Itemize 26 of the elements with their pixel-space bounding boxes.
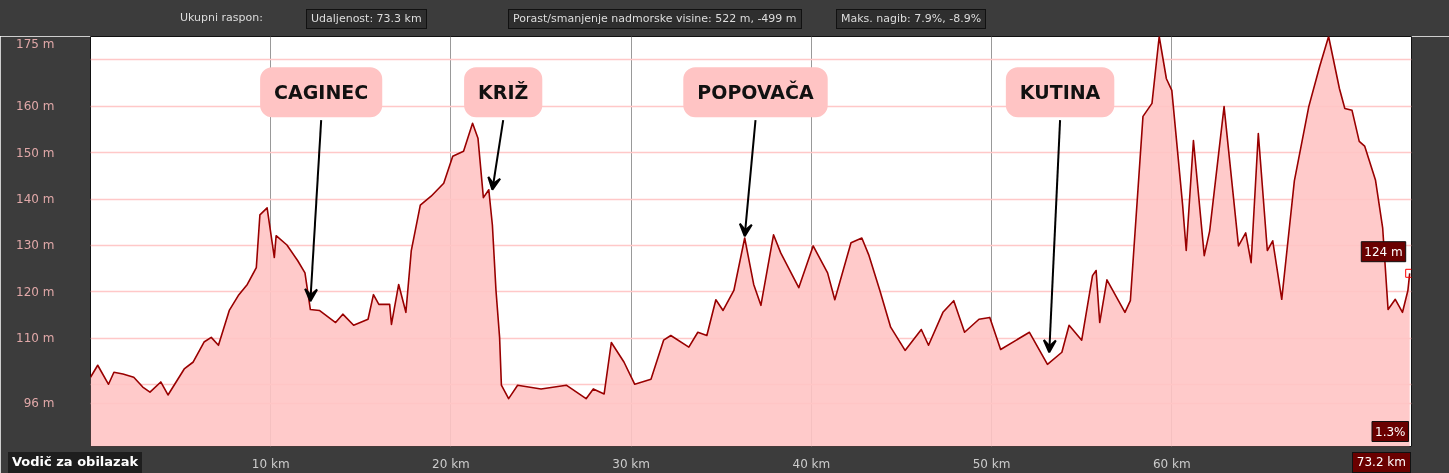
x-tick-label: 40 km xyxy=(792,456,831,471)
text: Udaljenost: 73.3 km xyxy=(306,9,427,29)
x-tick-label: 20 km xyxy=(432,456,470,471)
annotation: KUTINA xyxy=(1019,81,1101,104)
x-tick-label: 50 km xyxy=(972,456,1011,471)
y-tick-label: 96 m xyxy=(23,396,55,411)
y-tick-label: 120 m xyxy=(16,284,55,299)
y-tick-label: 130 m xyxy=(16,238,55,253)
y-tick-label: 140 m xyxy=(16,192,55,207)
x-tick-label: 10 km xyxy=(251,456,290,471)
y-tick-label: 110 m xyxy=(16,331,55,346)
text: 73.2 km xyxy=(1351,452,1411,473)
text: Ukupni raspon: xyxy=(176,9,267,27)
x-tick-label: 60 km xyxy=(1152,456,1191,471)
annotation: KRIŽ xyxy=(478,81,529,104)
text: Vodič za obilazak xyxy=(8,452,143,473)
text: Maks. nagib: 7.9%, -8.9% xyxy=(836,9,987,29)
annotation: POPOVAČA xyxy=(697,80,815,104)
annotation: CAGINEC xyxy=(274,81,369,104)
text: Porast/smanjenje nadmorske visine: 522 m, -499 m xyxy=(508,9,802,29)
annotation: 1.3% xyxy=(1375,424,1406,439)
annotation: 124 m xyxy=(1364,244,1403,259)
y-tick-label: 150 m xyxy=(16,145,55,160)
y-tick-label: 160 m xyxy=(16,99,55,114)
x-tick-label: 30 km xyxy=(612,456,651,471)
y-tick-label: 175 m xyxy=(16,36,55,51)
